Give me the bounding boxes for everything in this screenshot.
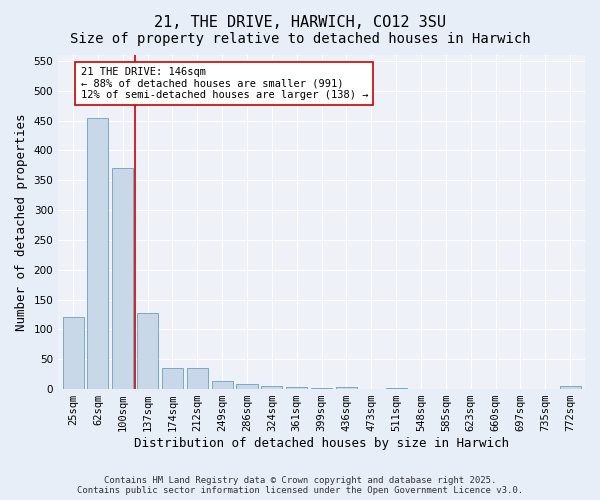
Text: Size of property relative to detached houses in Harwich: Size of property relative to detached ho… [70, 32, 530, 46]
Bar [336, 386, 357, 389]
Bar [112, 168, 133, 389]
Text: 21, THE DRIVE, HARWICH, CO12 3SU: 21, THE DRIVE, HARWICH, CO12 3SU [154, 15, 446, 30]
X-axis label: Distribution of detached houses by size in Harwich: Distribution of detached houses by size … [134, 437, 509, 450]
Bar [88, 118, 109, 389]
Bar [560, 386, 581, 389]
Bar [262, 386, 283, 389]
Bar [162, 368, 183, 389]
Bar [137, 312, 158, 389]
Bar [236, 384, 257, 389]
Bar [311, 388, 332, 389]
Bar [386, 388, 407, 389]
Y-axis label: Number of detached properties: Number of detached properties [15, 114, 28, 331]
Bar [187, 368, 208, 389]
Text: Contains HM Land Registry data © Crown copyright and database right 2025.
Contai: Contains HM Land Registry data © Crown c… [77, 476, 523, 495]
Bar [62, 318, 83, 389]
Text: 21 THE DRIVE: 146sqm
← 88% of detached houses are smaller (991)
12% of semi-deta: 21 THE DRIVE: 146sqm ← 88% of detached h… [80, 67, 368, 100]
Bar [286, 386, 307, 389]
Bar [212, 382, 233, 389]
